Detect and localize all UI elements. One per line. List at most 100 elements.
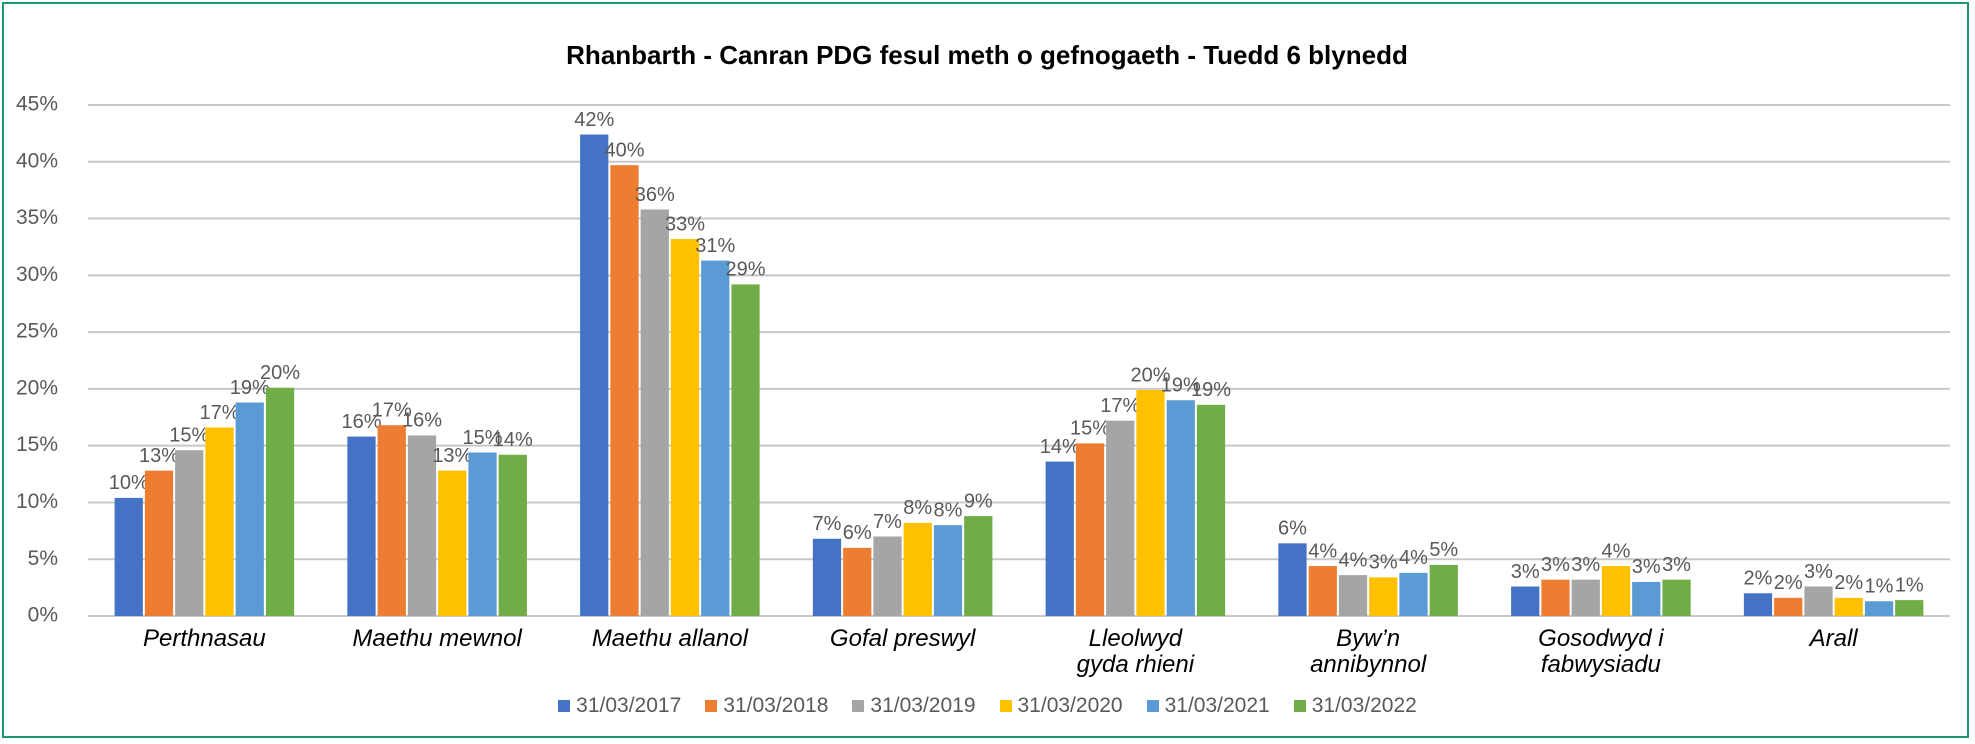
legend-item: 31/03/2020 [999, 694, 1123, 718]
bar [1278, 543, 1307, 616]
data-label: 1% [1895, 574, 1924, 596]
x-tick-label: Maethu mewnol [352, 625, 522, 652]
bar [1601, 566, 1631, 616]
data-label: 3% [1662, 554, 1691, 576]
bar [1338, 575, 1368, 616]
bar [1541, 579, 1570, 616]
bar [873, 536, 902, 616]
data-label: 2% [1744, 568, 1773, 590]
data-label: 4% [1308, 540, 1337, 562]
bar [964, 516, 993, 616]
data-label: 13% [139, 445, 179, 467]
legend-swatch [999, 700, 1012, 712]
data-label: 8% [903, 497, 932, 519]
data-label: 17% [1100, 395, 1140, 417]
legend-item: 31/03/2019 [852, 694, 976, 718]
bar [438, 470, 467, 616]
data-label: 3% [1369, 552, 1398, 574]
data-label: 9% [964, 490, 993, 512]
x-tick-label: Arall [1809, 625, 1858, 652]
legend-label: 31/03/2017 [576, 694, 682, 717]
bar [903, 522, 932, 616]
y-tick-label: 35% [16, 206, 58, 229]
bar [407, 435, 437, 616]
data-label: 3% [1571, 554, 1600, 576]
bar [1166, 400, 1195, 616]
data-label: 15% [462, 427, 502, 449]
bar [144, 470, 174, 616]
legend-item: 31/03/2018 [705, 694, 828, 718]
y-tick-label: 45% [16, 93, 58, 116]
y-tick-label: 15% [16, 433, 58, 456]
legend-label: 31/03/2020 [1017, 694, 1123, 717]
x-tick-label: Gofal preswyl [829, 625, 976, 652]
data-label: 5% [1429, 539, 1458, 561]
data-label: 19% [1191, 379, 1231, 401]
bar [1045, 461, 1074, 616]
bar [1369, 577, 1398, 616]
bar [670, 238, 700, 617]
data-label: 15% [1070, 418, 1110, 440]
bar [701, 260, 730, 616]
legend-swatch [852, 700, 865, 712]
bar [1106, 420, 1135, 616]
bar [1136, 390, 1165, 616]
legend-label: 31/03/2018 [723, 694, 829, 717]
bar [1632, 581, 1661, 616]
bar [175, 450, 204, 616]
legend: 31/03/2017 31/03/2018 31/03/2019 31/03/2020… [0, 694, 1975, 718]
bar [1662, 579, 1691, 616]
data-label: 4% [1602, 540, 1631, 562]
bar [1804, 586, 1833, 616]
bar [1308, 566, 1337, 616]
bar [205, 427, 234, 616]
bar [640, 209, 669, 616]
data-label: 7% [813, 513, 842, 535]
data-label: 14% [493, 429, 533, 451]
bar [498, 454, 527, 616]
bar [1571, 579, 1600, 616]
bar [114, 497, 143, 616]
legend-swatch [1146, 700, 1159, 712]
bar [347, 436, 376, 616]
data-label: 16% [402, 410, 442, 432]
data-label: 13% [432, 445, 472, 467]
bar [1399, 572, 1428, 616]
x-tick-label: Gosodwyd i fabwysiadu [1538, 625, 1664, 678]
bar [933, 525, 963, 616]
bar [1075, 443, 1105, 616]
bar [1774, 597, 1803, 616]
bar [1895, 600, 1924, 616]
data-label: 16% [341, 411, 381, 433]
data-label: 29% [726, 259, 766, 281]
data-label: 20% [260, 362, 300, 384]
bar [377, 425, 406, 616]
bar [468, 452, 497, 616]
data-label: 2% [1774, 572, 1803, 594]
data-label: 17% [372, 400, 412, 422]
data-label: 31% [695, 235, 735, 257]
legend-label: 31/03/2022 [1311, 694, 1417, 717]
bar [1429, 564, 1458, 616]
data-label: 7% [873, 511, 902, 533]
x-tick-label: Lleolwyd gyda rhieni [1076, 625, 1195, 678]
legend-swatch [558, 700, 571, 712]
data-label: 19% [230, 377, 270, 399]
bar [265, 387, 295, 616]
legend-label: 31/03/2021 [1164, 694, 1270, 717]
y-tick-label: 10% [16, 490, 58, 513]
data-label: 1% [1865, 576, 1894, 598]
y-tick-label: 30% [16, 263, 58, 286]
legend-item: 31/03/2021 [1146, 694, 1270, 718]
data-label: 2% [1834, 572, 1863, 594]
bar [1196, 404, 1226, 616]
data-label: 3% [1632, 556, 1661, 578]
x-tick-label: Byw’n annibynnol [1310, 625, 1427, 678]
data-label: 8% [934, 499, 963, 521]
data-label: 10% [109, 472, 149, 494]
y-tick-label: 25% [16, 320, 58, 343]
data-label: 20% [1130, 364, 1170, 386]
data-label: 14% [1040, 436, 1080, 458]
